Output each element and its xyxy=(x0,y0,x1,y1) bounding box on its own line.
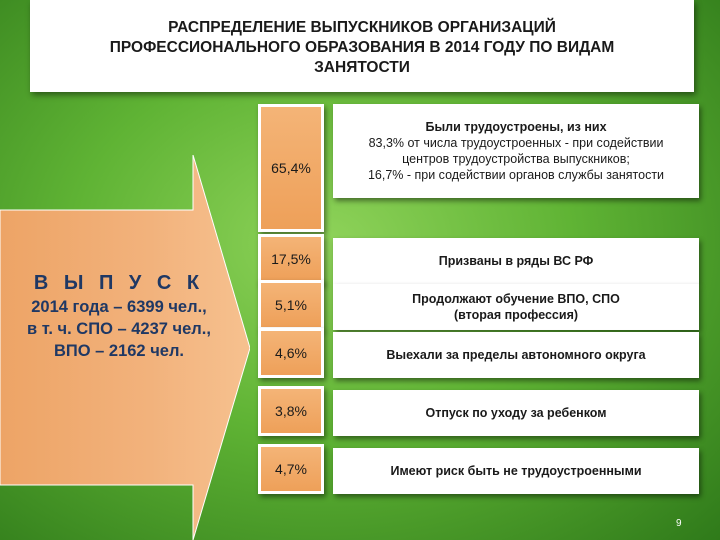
graduates-line-spo: в т. ч. СПО – 4237 чел., xyxy=(27,320,211,338)
title-box: РАСПРЕДЕЛЕНИЕ ВЫПУСКНИКОВ ОРГАНИЗАЦИЙ ПР… xyxy=(30,0,694,92)
desc-study-text: Продолжают обучение ВПО, СПО xyxy=(412,292,620,306)
graduates-summary: В Ы П У С К 2014 года – 6399 чел., в т. … xyxy=(0,270,238,362)
percent-moved: 4,6% xyxy=(258,328,324,378)
desc-employed-title: Были трудоустроены, из них xyxy=(425,120,607,134)
percent-employed: 65,4% xyxy=(258,104,324,232)
desc-employed-detail-2: центров трудоустройства выпускников; xyxy=(402,152,630,166)
desc-moved: Выехали за пределы автономного округа xyxy=(333,332,699,378)
percent-risk: 4,7% xyxy=(258,444,324,494)
percent-leave: 3,8% xyxy=(258,386,324,436)
percent-army: 17,5% xyxy=(258,234,324,284)
graduates-line-vpo: ВПО – 2162 чел. xyxy=(53,342,185,360)
desc-risk: Имеют риск быть не трудоустроенными xyxy=(333,448,699,494)
graduates-heading: В Ы П У С К xyxy=(33,272,205,294)
graduates-line-total: 2014 года – 6399 чел., xyxy=(31,298,207,316)
desc-study-subtext: (вторая профессия) xyxy=(453,308,579,322)
desc-leave: Отпуск по уходу за ребенком xyxy=(333,390,699,436)
percent-study: 5,1% xyxy=(258,280,324,330)
desc-employed-detail-1: 83,3% от числа трудоустроенных - при сод… xyxy=(368,136,664,150)
desc-army: Призваны в ряды ВС РФ xyxy=(333,238,699,284)
desc-study: Продолжают обучение ВПО, СПО (вторая про… xyxy=(333,284,699,330)
slide-title: РАСПРЕДЕЛЕНИЕ ВЫПУСКНИКОВ ОРГАНИЗАЦИЙ ПР… xyxy=(109,19,615,76)
desc-employed: Были трудоустроены, из них 83,3% от числ… xyxy=(333,104,699,198)
arrow-shape xyxy=(0,155,250,540)
page-number: 9 xyxy=(676,518,682,529)
desc-employed-detail-3: 16,7% - при содействии органов службы за… xyxy=(367,168,665,182)
